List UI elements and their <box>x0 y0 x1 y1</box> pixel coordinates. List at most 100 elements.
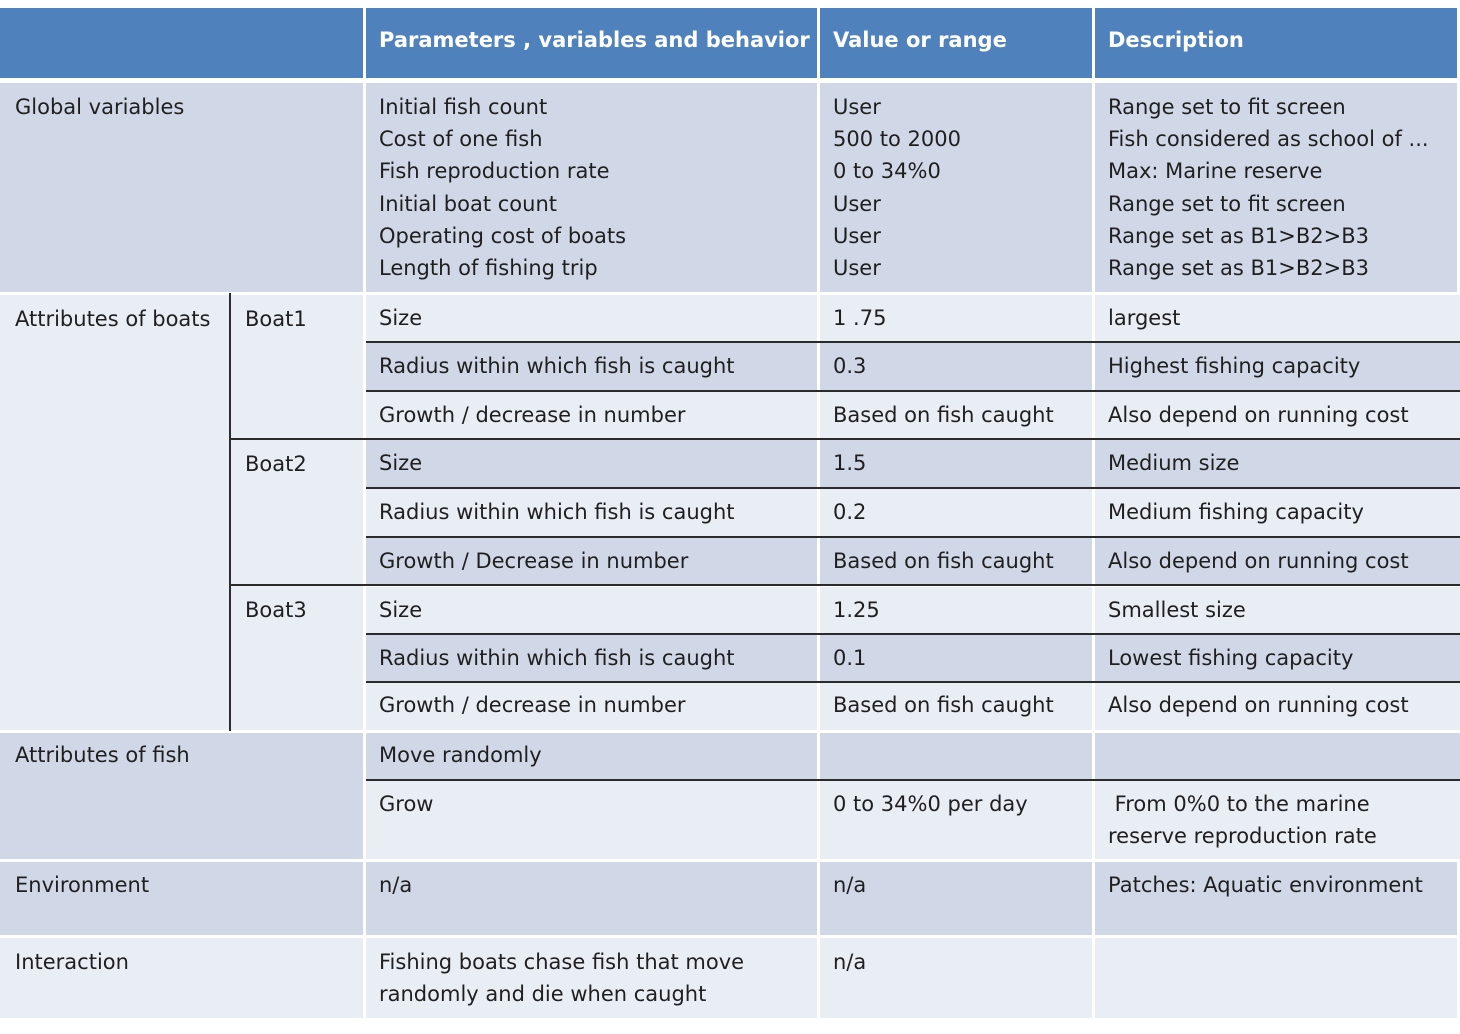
interaction-label: Interaction <box>15 950 129 974</box>
fish-grow-value: 0 to 34%0 per day <box>833 792 1028 816</box>
column-divider <box>1092 295 1095 859</box>
fish-grow-param: Grow <box>379 792 434 816</box>
boat1-name-cell: Boat1 <box>230 295 363 440</box>
boat1-growth-param: Growth / decrease in number <box>379 403 686 427</box>
boat1-radius-param: Radius within which fish is caught <box>379 354 735 378</box>
header-value-label: Value or range <box>833 28 1007 52</box>
global-value: User <box>833 256 881 280</box>
boat3-size-param: Size <box>379 598 423 622</box>
global-param: Operating cost of boats <box>379 224 627 248</box>
boat3-growth-desc: Also depend on running cost <box>1108 693 1409 717</box>
interaction-param-cell: Fishing boats chase fish that move rando… <box>366 938 817 1018</box>
row-border <box>366 779 1460 781</box>
boat3-growth-param: Growth / decrease in number <box>379 693 686 717</box>
global-param: Initial fish count <box>379 95 548 119</box>
boat2-size-desc: Medium size <box>1108 451 1240 475</box>
interaction-value: n/a <box>833 950 867 974</box>
boat1-size-desc: largest <box>1108 306 1181 330</box>
interaction-param: randomly and die when caught <box>379 982 707 1006</box>
row-border <box>230 584 1460 586</box>
fish-move-param: Move randomly <box>379 743 542 767</box>
global-variables-label: Global variables <box>15 95 185 119</box>
boat3-radius-param: Radius within which fish is caught <box>379 646 735 670</box>
fish-grow-desc: reserve reproduction rate <box>1108 824 1377 848</box>
header-cell-value: Value or range <box>820 8 1092 78</box>
boat2-radius-value: 0.2 <box>833 500 867 524</box>
header-description-label: Description <box>1108 28 1244 52</box>
row-border <box>366 681 1460 683</box>
global-param: Fish reproduction rate <box>379 159 610 183</box>
interaction-label-cell: Interaction <box>0 938 363 1018</box>
global-values-cell: User 500 to 2000 0 to 34%0 User User Use… <box>820 83 1092 292</box>
boat1-radius-desc: Highest fishing capacity <box>1108 354 1361 378</box>
boat3-size-desc: Smallest size <box>1108 598 1246 622</box>
environment-label-cell: Environment <box>0 862 363 935</box>
column-divider <box>817 295 820 859</box>
boat1-growth-value: Based on fish caught <box>833 403 1054 427</box>
interaction-param: Fishing boats chase fish that move <box>379 950 745 974</box>
boat2-size-value: 1.5 <box>833 451 867 475</box>
boat2-name: Boat2 <box>245 452 307 476</box>
table-row-boat3-radius: Radius within which fish is caught 0.1 L… <box>366 635 1460 681</box>
global-param: Cost of one fish <box>379 127 543 151</box>
boat2-growth-desc: Also depend on running cost <box>1108 549 1409 573</box>
environment-param-cell: n/a <box>366 862 817 935</box>
global-value: 0 to 34%0 <box>833 159 941 183</box>
global-param: Initial boat count <box>379 192 557 216</box>
boat3-size-value: 1.25 <box>833 598 880 622</box>
boat1-size-param: Size <box>379 306 423 330</box>
environment-desc: Patches: Aquatic environment <box>1108 873 1423 897</box>
global-params-cell: Initial fish count Cost of one fish Fish… <box>366 83 817 292</box>
global-value: User <box>833 192 881 216</box>
boat3-growth-value: Based on fish caught <box>833 693 1054 717</box>
table-row-boat1-growth: Growth / decrease in number Based on fis… <box>366 392 1460 439</box>
fish-grow-desc: From 0%0 to the marine <box>1108 792 1370 816</box>
fish-label-cell: Attributes of fish <box>0 733 363 859</box>
row-border <box>366 536 1460 538</box>
global-value: 500 to 2000 <box>833 127 961 151</box>
boat-column-border <box>229 293 231 731</box>
boat2-growth-param: Growth / Decrease in number <box>379 549 689 573</box>
table-row-fish-grow: Grow 0 to 34%0 per day From 0%0 to the m… <box>366 781 1460 859</box>
boat1-size-value: 1 .75 <box>833 306 887 330</box>
global-label-cell: Global variables <box>0 83 363 292</box>
boat3-radius-desc: Lowest fishing capacity <box>1108 646 1354 670</box>
global-value: User <box>833 224 881 248</box>
boats-attributes-label: Attributes of boats <box>15 307 211 331</box>
environment-desc-cell: Patches: Aquatic environment <box>1095 862 1457 935</box>
boat2-growth-value: Based on fish caught <box>833 549 1054 573</box>
global-desc: Range set to fit screen <box>1108 95 1346 119</box>
boat2-name-cell: Boat2 <box>230 440 363 586</box>
boat2-radius-desc: Medium fishing capacity <box>1108 500 1364 524</box>
global-value: User <box>833 95 881 119</box>
row-border <box>366 633 1460 635</box>
header-cell-description: Description <box>1095 8 1457 78</box>
boat1-name: Boat1 <box>245 307 307 331</box>
table-row-boat2-growth: Growth / Decrease in number Based on fis… <box>366 538 1460 585</box>
header-cell-blank <box>0 8 363 78</box>
header-parameters-label: Parameters , variables and behavior <box>379 28 810 52</box>
boat2-radius-param: Radius within which fish is caught <box>379 500 735 524</box>
global-desc: Fish considered as school of ... <box>1108 127 1429 151</box>
environment-label: Environment <box>15 873 150 897</box>
global-desc: Range set to fit screen <box>1108 192 1346 216</box>
global-param: Length of fishing trip <box>379 256 598 280</box>
row-border <box>230 438 1460 440</box>
global-desc: Range set as B1>B2>B3 <box>1108 224 1369 248</box>
table-row-boat1-radius: Radius within which fish is caught 0.3 H… <box>366 343 1460 390</box>
boat3-radius-value: 0.1 <box>833 646 867 670</box>
boat3-name-cell: Boat3 <box>230 586 363 730</box>
row-border <box>366 487 1460 489</box>
environment-param: n/a <box>379 873 413 897</box>
environment-value: n/a <box>833 873 867 897</box>
global-descs-cell: Range set to fit screen Fish considered … <box>1095 83 1457 292</box>
table-row-boat3-growth: Growth / decrease in number Based on fis… <box>366 683 1460 730</box>
row-border <box>366 390 1460 392</box>
interaction-desc-cell <box>1095 938 1457 1018</box>
table-row-boat2-radius: Radius within which fish is caught 0.2 M… <box>366 489 1460 536</box>
boat1-growth-desc: Also depend on running cost <box>1108 403 1409 427</box>
table-row-boat1-size: Size 1 .75 largest <box>366 295 1460 342</box>
boats-label-cell: Attributes of boats <box>0 295 230 730</box>
interaction-value-cell: n/a <box>820 938 1092 1018</box>
environment-value-cell: n/a <box>820 862 1092 935</box>
